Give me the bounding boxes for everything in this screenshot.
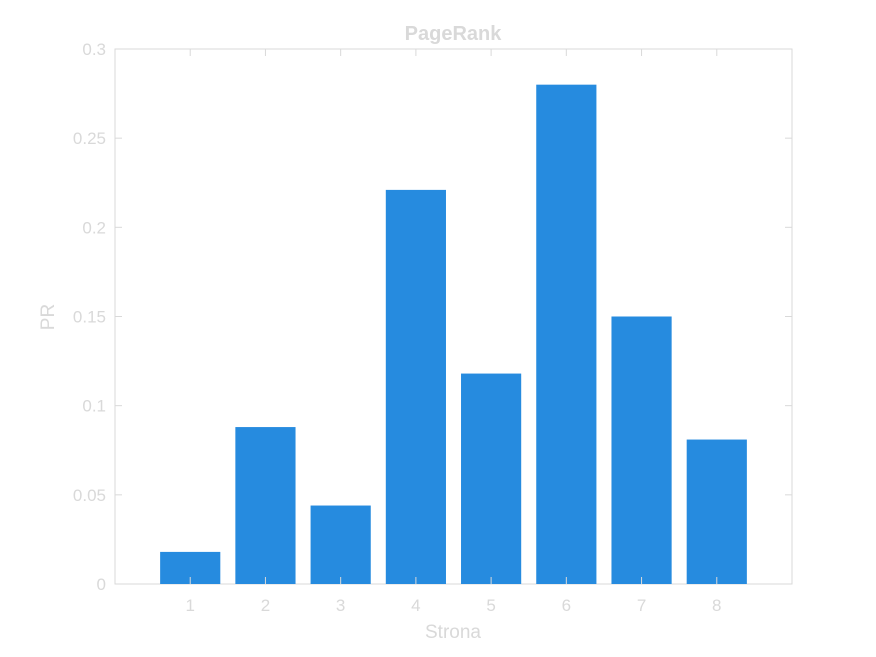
y-ticks-group: 0 0.05 0.1 0.15 0.2 0.25 0.3 [73, 40, 792, 594]
x-tick-label: 7 [637, 596, 646, 615]
bar-4 [385, 189, 446, 584]
x-tick-label: 8 [712, 596, 721, 615]
y-tick-label: 0.2 [82, 218, 106, 237]
bar-6 [536, 84, 597, 585]
bar-7 [611, 316, 672, 584]
x-tick-label: 6 [562, 596, 571, 615]
x-tick-label: 1 [185, 596, 194, 615]
y-tick-label: 0.15 [73, 308, 106, 327]
x-tick-label: 3 [336, 596, 345, 615]
bar-8 [686, 439, 747, 584]
bar-2 [235, 427, 296, 584]
bar-3 [310, 505, 371, 584]
x-axis-label: Strona [425, 622, 481, 643]
bar-5 [461, 373, 522, 584]
y-axis-label: PR [38, 304, 59, 330]
y-tick-label: 0 [97, 575, 106, 594]
x-tick-label: 5 [486, 596, 495, 615]
chart-title: PageRank [405, 23, 503, 45]
y-tick-label: 0.25 [73, 129, 106, 148]
x-tick-label: 4 [411, 596, 420, 615]
y-tick-label: 0.05 [73, 486, 106, 505]
y-tick-label: 0.3 [82, 40, 106, 59]
x-ticks-group: 1 2 3 4 5 6 7 8 [185, 49, 722, 615]
x-tick-label: 2 [261, 596, 270, 615]
bars-group [160, 84, 747, 585]
y-tick-label: 0.1 [82, 397, 106, 416]
